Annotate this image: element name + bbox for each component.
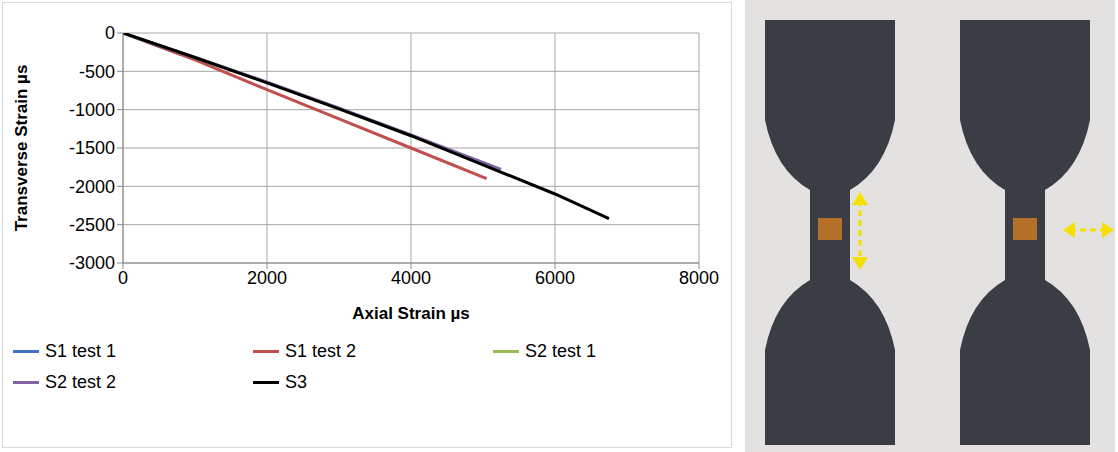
svg-text:-500: -500 (79, 62, 115, 82)
html-text:S1 test 1: S1 test 1 (45, 341, 116, 361)
html-text:S2 test 1: S2 test 1 (525, 341, 596, 361)
svg-text:-2500: -2500 (69, 215, 115, 235)
svg-text:0: 0 (118, 268, 128, 288)
svg-text:-1000: -1000 (69, 100, 115, 120)
svg-text:2000: 2000 (247, 268, 287, 288)
svg-text:-1500: -1500 (69, 138, 115, 158)
svg-text:Axial Strain µs: Axial Strain µs (352, 304, 470, 323)
html-text:S3: S3 (285, 372, 307, 392)
svg-text:-2000: -2000 (69, 177, 115, 197)
svg-text:4000: 4000 (391, 268, 431, 288)
svg-text:0: 0 (105, 23, 115, 43)
svg-text:-3000: -3000 (69, 253, 115, 273)
svg-text:8000: 8000 (679, 268, 719, 288)
html-text:S2 test 2: S2 test 2 (45, 372, 116, 392)
svg-text:6000: 6000 (535, 268, 575, 288)
html-text:S1 test 2: S1 test 2 (285, 341, 356, 361)
svg-text:Transverse Strain µs: Transverse Strain µs (12, 65, 31, 232)
